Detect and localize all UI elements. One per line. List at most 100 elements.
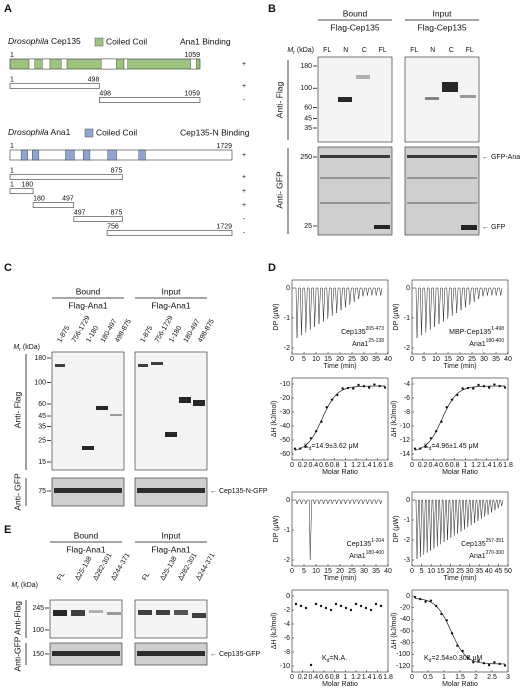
protein-label: Ana1180-400 bbox=[349, 550, 384, 560]
isotherm-point bbox=[362, 385, 366, 388]
isotherm-point bbox=[309, 663, 313, 667]
kd-label-part: d bbox=[429, 658, 432, 664]
axis-tick-label: 15 bbox=[444, 356, 452, 363]
mw-marker: 45 bbox=[38, 413, 46, 420]
axis-tick-label: -14 bbox=[400, 451, 410, 458]
blot bbox=[404, 56, 480, 143]
axis-tick-label: 0 bbox=[410, 674, 414, 681]
isotherm-point bbox=[325, 406, 328, 409]
mw-marker: 60 bbox=[38, 401, 46, 408]
fit-curve bbox=[414, 598, 506, 665]
construct-bar bbox=[32, 202, 75, 208]
isotherm-point bbox=[330, 398, 334, 401]
mr-label-part: M bbox=[13, 344, 19, 351]
band bbox=[356, 75, 370, 79]
axis-title: Time (min) bbox=[323, 363, 356, 370]
axis-tick-label: 1.4 bbox=[362, 674, 372, 681]
isotherm-point bbox=[482, 385, 486, 388]
construct-title: Drosophila Ana1 bbox=[8, 127, 71, 137]
isotherm-point bbox=[367, 386, 371, 389]
mw-marker: 180 bbox=[34, 355, 46, 362]
lane-label: C bbox=[449, 47, 454, 54]
axis-title: Time (min) bbox=[443, 575, 476, 582]
isotherm-point bbox=[434, 604, 438, 608]
legend-label: Coiled Coil bbox=[96, 127, 137, 137]
isotherm-point bbox=[450, 398, 454, 401]
antibody-label: Anti- GFP bbox=[274, 171, 284, 209]
axis-tick-label: 0.5 bbox=[423, 674, 433, 681]
isotherm-point bbox=[498, 384, 501, 388]
isotherm-point bbox=[369, 608, 373, 612]
axis-tick-label: 0.2 bbox=[298, 462, 308, 469]
antibody-label: Anti- Flag bbox=[274, 82, 284, 119]
protein-label-part: Cep135 bbox=[347, 541, 372, 548]
axis-tick-label: 0.6 bbox=[439, 462, 449, 469]
blot bbox=[317, 56, 393, 143]
axis-tick-label: 1 bbox=[442, 674, 446, 681]
mw-marker: 150 bbox=[32, 651, 44, 658]
isotherm-point bbox=[498, 662, 501, 666]
axis-tick-label: -60 bbox=[400, 628, 410, 635]
band bbox=[138, 610, 152, 615]
axis-tick-label: -12 bbox=[400, 437, 410, 444]
column-header: Cep135-N Binding bbox=[180, 127, 250, 137]
residue-label: 497 bbox=[74, 209, 86, 216]
axis-tick-label: 0 bbox=[286, 593, 290, 600]
protein-label-part: Cep135 bbox=[461, 541, 486, 548]
axis-title: Molar Ratio bbox=[442, 469, 478, 476]
axis-tick-label: 45 bbox=[495, 568, 503, 575]
mw-marker: 100 bbox=[32, 627, 44, 634]
band bbox=[137, 488, 205, 493]
axis-tick-label: -20 bbox=[400, 605, 410, 612]
isotherm-point bbox=[378, 384, 381, 388]
axis-tick-label: 0.4 bbox=[428, 462, 438, 469]
isotherm-point bbox=[445, 406, 448, 409]
axis-tick-label: 5 bbox=[420, 568, 424, 575]
axis-tick-label: 30 bbox=[480, 356, 488, 363]
mw-marker: 35 bbox=[304, 125, 312, 132]
axis-title: Time (min) bbox=[323, 575, 356, 582]
axis-tick-label: 0 bbox=[286, 285, 290, 292]
axis-tick-label: 0.8 bbox=[330, 674, 340, 681]
thermogram bbox=[414, 287, 503, 339]
axis-title: Time (min) bbox=[443, 363, 476, 370]
isotherm-point bbox=[503, 664, 507, 667]
lane-label: FL bbox=[56, 571, 66, 582]
band bbox=[156, 610, 170, 615]
lane-label: 1-875 bbox=[56, 325, 71, 344]
band bbox=[320, 155, 390, 158]
band-annotation: ← Cep135-GFP bbox=[210, 651, 261, 658]
domain-block bbox=[83, 149, 91, 161]
axis-tick-label: -1 bbox=[404, 315, 410, 322]
kd-label-part: K bbox=[322, 655, 327, 662]
antibody-label: Anti- GFP bbox=[12, 473, 22, 511]
protein-label-part: 270-300 bbox=[486, 550, 505, 556]
kd-label-part: K bbox=[424, 443, 429, 450]
isotherm-point bbox=[320, 420, 323, 423]
thermogram bbox=[294, 287, 383, 339]
isotherm-point bbox=[319, 604, 323, 608]
axis-title: DP (μW) bbox=[393, 304, 400, 331]
protein-label-part: Ana1 bbox=[469, 553, 485, 560]
column-header: Ana1 Binding bbox=[180, 36, 231, 46]
axis-tick-label: 0 bbox=[290, 356, 294, 363]
axis-tick-label: -2 bbox=[284, 557, 290, 564]
protein-label-part: Cep135 bbox=[341, 329, 366, 336]
axis-tick-label: 15 bbox=[324, 568, 332, 575]
mw-marker: 180 bbox=[300, 63, 312, 70]
isotherm-point bbox=[294, 602, 298, 606]
axis-tick-label: 40 bbox=[384, 356, 392, 363]
isotherm-point bbox=[493, 661, 496, 664]
residue-label: 875 bbox=[111, 167, 123, 174]
axis-tick-label: 35 bbox=[492, 356, 500, 363]
residue-label: 498 bbox=[88, 76, 100, 83]
isotherm-point bbox=[424, 600, 427, 603]
isotherm-point bbox=[477, 383, 480, 387]
axis-tick-label: 20 bbox=[456, 356, 464, 363]
axis-tick-label: 0.2 bbox=[418, 462, 428, 469]
residue-label: 756 bbox=[107, 223, 119, 230]
isotherm-point bbox=[304, 606, 308, 610]
axis-tick-label: 15 bbox=[324, 356, 332, 363]
lane-label: Δ244-371 bbox=[195, 552, 216, 582]
band bbox=[407, 155, 477, 158]
